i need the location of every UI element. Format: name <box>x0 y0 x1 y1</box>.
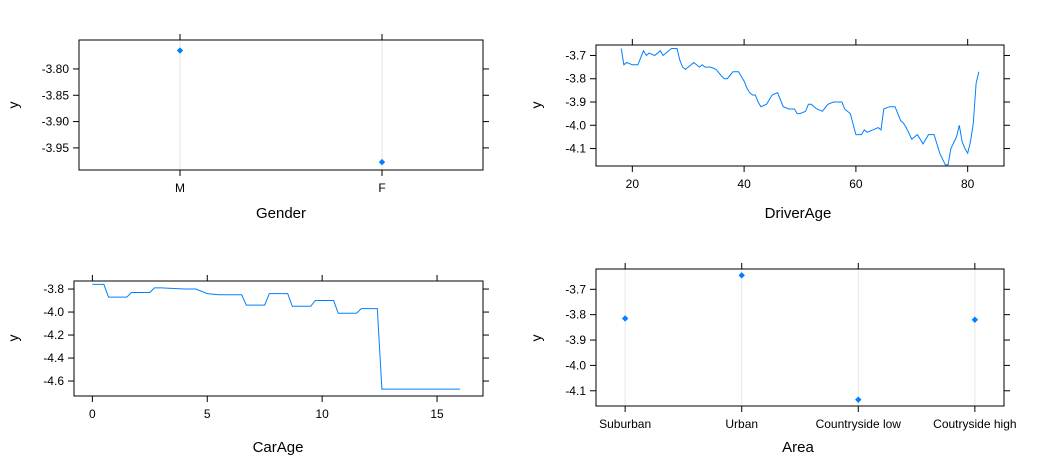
panel-4: -3.7 -3.8 -3.9 -4.0 -4.1 Suburban Urban Country… <box>528 263 1017 456</box>
plot-frame <box>78 39 484 171</box>
series-line <box>620 48 980 166</box>
plot-frame <box>595 44 1005 167</box>
x-tick-label: Urban <box>725 417 758 431</box>
data-point <box>621 315 629 322</box>
y-tick-label: -3.9 <box>565 333 586 347</box>
y-tick-label: -3.85 <box>42 88 70 102</box>
y-tick-label: -3.8 <box>565 308 586 322</box>
x-tick-label: Countryside low <box>816 417 902 431</box>
x-axis-label: CarAge <box>253 439 304 456</box>
series-line <box>92 283 460 390</box>
y-tick-label: -3.80 <box>42 62 70 76</box>
plot-frame <box>595 268 1005 407</box>
y-tick-label: -3.8 <box>43 282 64 296</box>
x-tick-label: 40 <box>737 177 751 191</box>
y-tick-label: -4.0 <box>43 305 64 319</box>
y-tick-label: -4.0 <box>565 118 586 132</box>
y-axis-label: y <box>5 102 21 109</box>
y-axis-label: y <box>5 335 21 342</box>
x-tick-label: M <box>175 181 185 195</box>
x-tick-label: 0 <box>89 407 96 421</box>
x-tick-label: Coutryside high <box>933 417 1016 431</box>
x-axis-label: Area <box>782 439 814 456</box>
y-tick-label: -3.95 <box>42 141 70 155</box>
x-tick-label: Suburban <box>599 417 651 431</box>
x-tick-label: 20 <box>626 177 640 191</box>
panel-2: -3.7 -3.8 -3.9 -4.0 -4.1 20 40 60 80 DriverAge y <box>528 39 1010 222</box>
data-point <box>971 316 979 323</box>
y-tick-label: -4.1 <box>565 384 586 398</box>
data-point <box>738 272 745 279</box>
x-axis-label: Gender <box>256 205 306 222</box>
y-tick-label: -4.6 <box>43 374 64 388</box>
y-tick-label: -3.8 <box>565 72 586 86</box>
y-tick-label: -4.1 <box>565 142 586 156</box>
panel-1: -3.80 -3.85 -3.90 -3.95 M F Gender y <box>5 34 489 222</box>
data-point <box>855 396 862 403</box>
y-tick-label: -3.90 <box>42 115 70 129</box>
y-tick-label: -4.4 <box>43 351 64 365</box>
x-tick-label: 80 <box>961 177 975 191</box>
panel-3: -3.8 -4.0 -4.2 -4.4 -4.6 0 5 10 15 CarAge y <box>5 275 489 456</box>
x-tick-label: 60 <box>849 177 863 191</box>
x-tick-label: 5 <box>204 407 211 421</box>
y-axis-label: y <box>528 102 544 109</box>
y-tick-label: -4.2 <box>43 328 64 342</box>
y-tick-label: -3.7 <box>565 282 586 296</box>
y-tick-label: -3.9 <box>565 95 586 109</box>
data-point <box>378 158 386 166</box>
x-tick-label: F <box>378 181 385 195</box>
plot-frame <box>73 280 484 397</box>
y-axis-label: y <box>528 335 544 342</box>
y-tick-label: -4.0 <box>565 358 586 372</box>
y-tick-label: -3.7 <box>565 48 586 62</box>
data-point <box>176 47 184 54</box>
x-axis-label: DriverAge <box>765 205 832 222</box>
x-tick-label: 10 <box>315 407 329 421</box>
x-tick-label: 15 <box>430 407 444 421</box>
